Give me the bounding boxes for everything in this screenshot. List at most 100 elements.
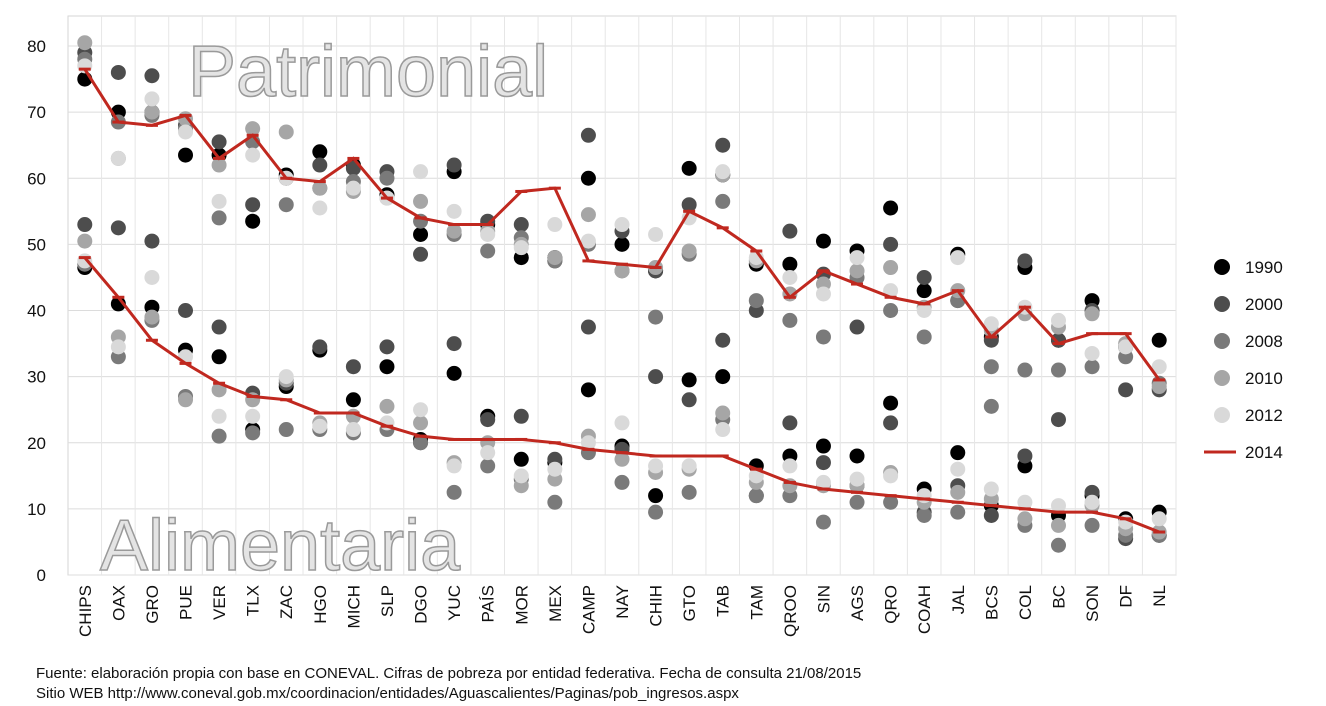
data-dot (815, 233, 831, 249)
data-dot (379, 359, 395, 375)
x-tick-label: YUC (445, 585, 464, 621)
data-dot (1118, 339, 1134, 355)
x-tick-label: BC (1049, 585, 1068, 609)
data-dot (614, 415, 630, 431)
data-dot (1151, 511, 1167, 527)
data-dot (849, 448, 865, 464)
data-dot (547, 494, 563, 510)
data-dot (715, 422, 731, 438)
data-dot (245, 197, 261, 213)
data-dot (144, 233, 160, 249)
data-dot (916, 329, 932, 345)
x-tick-label: CHIPS (76, 585, 95, 637)
data-dot (278, 422, 294, 438)
y-tick-label: 0 (37, 566, 46, 585)
data-dot (614, 451, 630, 467)
data-dot (1050, 517, 1066, 533)
data-dot (681, 160, 697, 176)
data-dot (849, 250, 865, 266)
data-dot (211, 210, 227, 226)
data-dot (1050, 412, 1066, 428)
data-dot (815, 438, 831, 454)
y-tick-label: 60 (27, 169, 46, 188)
data-dot (883, 395, 899, 411)
x-tick-label: SIN (814, 585, 833, 613)
data-dot (883, 303, 899, 318)
x-tick-label: PUE (177, 585, 196, 620)
data-dot (245, 213, 261, 229)
data-dot (77, 35, 93, 51)
source-note: Fuente: elaboración propia con base en C… (36, 665, 861, 682)
data-dot (345, 180, 361, 196)
y-tick-label: 50 (27, 235, 46, 254)
data-dot (110, 220, 126, 236)
data-dot (883, 415, 899, 431)
x-tick-label: NL (1150, 585, 1169, 607)
legend-label: 2012 (1245, 406, 1283, 425)
x-tick-label: BCS (982, 585, 1001, 620)
data-dot (211, 193, 227, 209)
group-label: Alimentaria (100, 506, 461, 586)
data-dot (1017, 448, 1033, 464)
data-dot (211, 157, 227, 173)
x-tick-label: MOR (512, 585, 531, 625)
x-tick-label: SON (1083, 585, 1102, 622)
x-tick-label: MICH (344, 585, 363, 628)
x-tick-label: VER (210, 585, 229, 620)
data-dot (513, 451, 529, 467)
data-dot (916, 507, 932, 523)
data-dot (1084, 306, 1100, 322)
data-dot (883, 494, 899, 510)
legend-label: 1990 (1245, 258, 1283, 277)
x-tick-label: PAÍS (479, 585, 498, 622)
data-dot (278, 197, 294, 213)
data-dot (1017, 362, 1033, 378)
data-dot (681, 458, 697, 474)
data-dot (1084, 345, 1100, 361)
legend-marker (1214, 407, 1230, 423)
data-dot (480, 226, 496, 242)
data-dot (513, 217, 529, 233)
legend-label: 2008 (1245, 332, 1283, 351)
legend-marker (1214, 259, 1230, 275)
data-dot (312, 144, 328, 160)
data-dot (681, 372, 697, 388)
data-dot (278, 369, 294, 385)
x-tick-label: GTO (680, 585, 699, 622)
data-dot (513, 240, 529, 256)
data-dot (1050, 312, 1066, 328)
data-dot (413, 402, 429, 418)
data-dot (413, 246, 429, 262)
data-dot (1151, 359, 1167, 375)
data-dot (144, 269, 160, 285)
data-dot (211, 428, 227, 444)
data-dot (312, 157, 328, 173)
data-dot (345, 359, 361, 375)
data-dot (648, 504, 664, 520)
data-dot (681, 243, 697, 259)
data-dot (715, 193, 731, 209)
data-dot (815, 474, 831, 490)
y-tick-label: 40 (27, 302, 46, 321)
data-dot (245, 408, 261, 424)
data-dot (748, 293, 764, 309)
data-dot (77, 253, 93, 269)
y-tick-label: 20 (27, 434, 46, 453)
data-dot (480, 458, 496, 474)
data-dot (782, 415, 798, 431)
data-dot (413, 226, 429, 242)
data-dot (580, 170, 596, 186)
data-dot (211, 349, 227, 365)
data-dot (715, 405, 731, 421)
data-dot (950, 250, 966, 266)
x-tick-label: OAX (109, 585, 128, 621)
data-dot (413, 415, 429, 431)
data-dot (77, 217, 93, 233)
data-dot (245, 121, 261, 137)
x-tick-label: QROO (781, 585, 800, 637)
data-dot (715, 332, 731, 348)
data-dot (110, 339, 126, 355)
y-tick-label: 10 (27, 500, 46, 519)
data-dot (681, 197, 697, 213)
